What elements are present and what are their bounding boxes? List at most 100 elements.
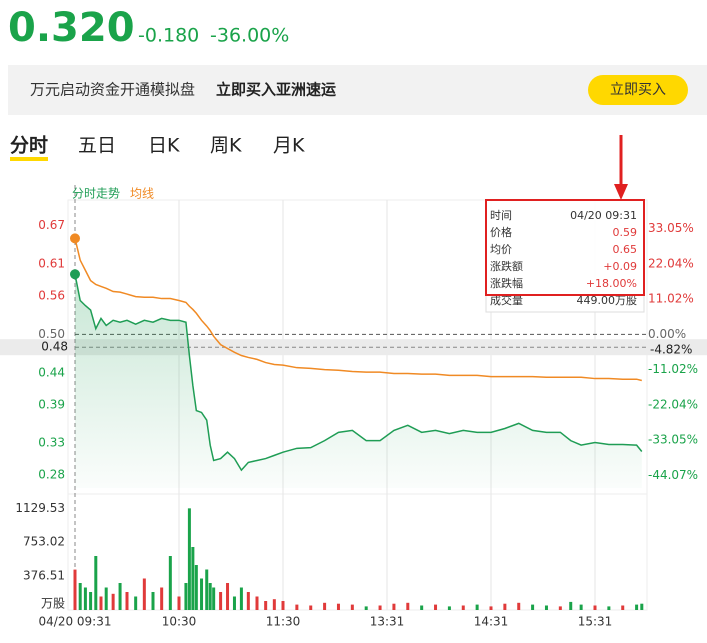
volume-bar: [194, 565, 198, 610]
price: 0.320: [8, 5, 135, 51]
tooltip-value: +18.00%: [586, 277, 637, 290]
volume-bar: [434, 604, 438, 610]
volume-bar: [635, 604, 639, 610]
volume-bar: [607, 606, 611, 610]
arrow-head: [614, 184, 628, 200]
tab[interactable]: 月K: [273, 135, 305, 157]
volume-bar: [134, 596, 138, 610]
series-line: [74, 238, 642, 382]
volume-bar: [461, 605, 465, 610]
volume-bar: [255, 596, 259, 610]
volume-bar: [212, 587, 216, 610]
volume-bar: [640, 603, 644, 610]
buy-button[interactable]: [588, 75, 688, 105]
y2-tick-label: 11.02%: [648, 292, 694, 306]
y2-tick-label: -11.02%: [648, 362, 698, 376]
tooltip-label: 均价: [490, 243, 512, 256]
tooltip-bg: [485, 199, 645, 313]
y-tick-label: 0.39: [38, 397, 65, 411]
volume-tick-label: 1129.53: [15, 501, 65, 515]
volume-tick-label: 753.02: [23, 535, 65, 549]
tooltip-value: +0.09: [603, 260, 637, 273]
legend-entry: 均线: [130, 187, 154, 201]
volume-bar: [392, 603, 396, 610]
y-tick-label: 0.67: [38, 218, 65, 232]
volume-bar: [281, 601, 285, 610]
volume-bar: [378, 605, 382, 610]
volume-bar: [558, 606, 562, 610]
volume-bar: [350, 604, 354, 610]
volume-bar: [125, 592, 129, 610]
volume-bar: [89, 592, 93, 610]
volume-bar: [78, 583, 82, 610]
volume-bar: [531, 604, 535, 610]
volume-tick-label: 376.51: [23, 569, 65, 583]
y-tick-label: 0.50: [38, 327, 65, 341]
tooltip-label: 成交量: [490, 293, 523, 307]
tooltip-highlight: [485, 199, 645, 296]
volume-bar: [160, 587, 164, 610]
volume-bar: [364, 606, 368, 610]
series-line: [74, 274, 643, 472]
x-tick-label: 13:31: [370, 615, 405, 629]
volume-bar: [264, 601, 268, 610]
tab-underline: [10, 157, 48, 161]
change: -0.180: [138, 25, 199, 47]
tab[interactable]: 五日: [78, 135, 116, 157]
y2-tick-label: -22.04%: [648, 397, 698, 411]
y2-tick-label: -33.05%: [648, 433, 698, 447]
volume-bar: [83, 587, 87, 610]
volume-bar: [569, 601, 573, 610]
volume-bar: [200, 578, 204, 610]
volume-bar: [593, 605, 597, 610]
volume-bar: [151, 592, 155, 610]
x-tick-label: 04/20 09:31: [39, 615, 112, 629]
crosshair-y-label: 0.48: [41, 340, 68, 354]
volume-bar: [191, 547, 195, 610]
volume-bar: [239, 587, 243, 610]
volume-bar: [94, 556, 98, 610]
tab[interactable]: 分时: [10, 135, 48, 157]
crosshair-y2-label: -4.82%: [650, 342, 692, 356]
volume-unit: 万股: [41, 597, 65, 611]
y-tick-label: 0.28: [38, 468, 65, 482]
volume-bar: [272, 599, 276, 610]
volume-bar: [187, 508, 191, 610]
buy-button-label[interactable]: 立即买入: [610, 82, 666, 98]
volume-bar: [118, 583, 122, 610]
volume-bar: [503, 603, 507, 610]
tooltip: 时间 04/20 09:31 价格 0.59 均价 0.65 涨跌额 +0.09 涨跌幅 +18.…: [485, 199, 645, 313]
plot-frame: [67, 199, 648, 611]
tabs: 分时 五日 日K 周K 月K: [10, 135, 305, 157]
volume-bar: [111, 593, 115, 610]
tab[interactable]: 日K: [148, 135, 180, 157]
volume-bar: [219, 592, 223, 610]
volume-bar: [517, 602, 521, 610]
volume-bar: [406, 602, 410, 610]
volume-bar: [336, 603, 340, 610]
y-tick-label: 0.56: [38, 289, 65, 303]
legend-entry: 分时走势: [72, 187, 120, 201]
volume-bar: [621, 605, 625, 610]
banner-link[interactable]: 立即买入亚洲速运: [216, 81, 336, 99]
volume-bar: [142, 578, 146, 610]
tooltip-label: 涨跌幅: [490, 276, 523, 290]
x-tick-label: 15:31: [578, 615, 613, 629]
hover-dot: [70, 233, 80, 244]
volume-bar: [168, 556, 172, 610]
volume-bar: [226, 583, 230, 610]
volume-bar: [489, 606, 493, 610]
y2-tick-label: 33.05%: [648, 221, 694, 235]
tab[interactable]: 周K: [210, 135, 242, 157]
volume-bar: [246, 592, 250, 610]
x-tick-label: 11:30: [266, 615, 301, 629]
volume-bar: [323, 602, 327, 610]
tooltip-label: 价格: [490, 225, 512, 239]
volume-bar: [184, 583, 188, 610]
tooltip-value: 0.65: [613, 243, 638, 256]
volume-bar: [295, 604, 299, 610]
volume-bar: [475, 604, 479, 610]
volume-bar: [73, 569, 77, 610]
chart: 04/20 09:31 10:30 11:30 13:31 14:31 15:31 0.48…: [0, 185, 707, 629]
